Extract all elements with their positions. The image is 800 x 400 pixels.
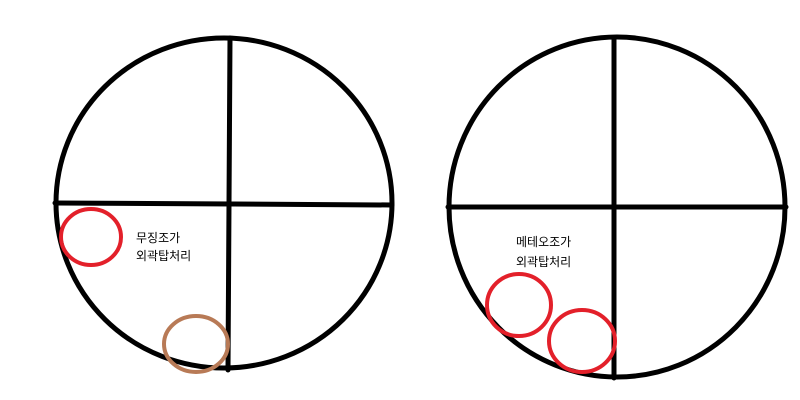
left-brown-marker-circle bbox=[162, 314, 230, 374]
left-red-marker-circle bbox=[59, 207, 123, 267]
right-caption-line-2: 외곽탑처리 bbox=[516, 255, 571, 269]
right-red-marker-circle-2 bbox=[547, 308, 617, 374]
right-diagram: 메테오조가 외곽탑처리 bbox=[445, 34, 789, 381]
left-horizontal-line bbox=[52, 200, 395, 208]
right-caption-line-1: 메테오조가 bbox=[516, 235, 571, 249]
left-caption-line-1: 무징조가 bbox=[136, 231, 180, 245]
left-caption-line-2: 외곽탑처리 bbox=[136, 249, 191, 263]
left-diagram: 무징조가 외곽탑처리 bbox=[52, 35, 395, 374]
right-red-marker-circle-1 bbox=[485, 272, 553, 338]
